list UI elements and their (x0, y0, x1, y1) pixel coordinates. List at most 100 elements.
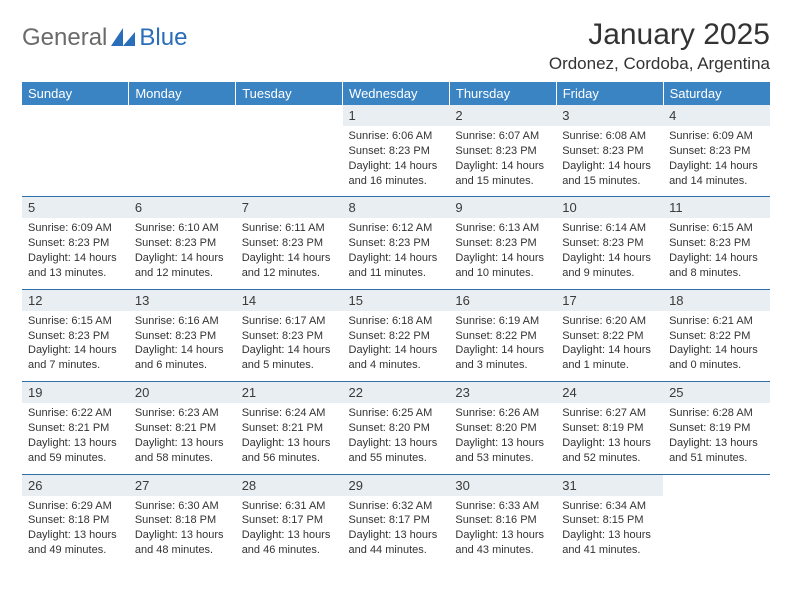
date-details-row: Sunrise: 6:09 AMSunset: 8:23 PMDaylight:… (22, 218, 770, 289)
day-details-cell: Sunrise: 6:21 AMSunset: 8:22 PMDaylight:… (663, 311, 770, 382)
day-details-cell: Sunrise: 6:13 AMSunset: 8:23 PMDaylight:… (449, 218, 556, 289)
daylight-text: Daylight: 13 hours and 56 minutes. (242, 436, 337, 466)
daylight-text: Daylight: 14 hours and 5 minutes. (242, 343, 337, 373)
sunset-text: Sunset: 8:21 PM (28, 421, 123, 436)
sunrise-text: Sunrise: 6:30 AM (135, 499, 230, 514)
daylight-text: Daylight: 13 hours and 55 minutes. (349, 436, 444, 466)
date-number-row: 12131415161718 (22, 289, 770, 311)
day-details-cell (22, 126, 129, 197)
day-details-cell: Sunrise: 6:31 AMSunset: 8:17 PMDaylight:… (236, 496, 343, 566)
day-number-cell: 28 (236, 474, 343, 496)
day-number-cell: 18 (663, 289, 770, 311)
sunrise-text: Sunrise: 6:08 AM (562, 129, 657, 144)
sunrise-text: Sunrise: 6:09 AM (28, 221, 123, 236)
daylight-text: Daylight: 13 hours and 58 minutes. (135, 436, 230, 466)
daylight-text: Daylight: 13 hours and 43 minutes. (455, 528, 550, 558)
day-number-cell: 9 (449, 197, 556, 219)
day-number-cell: 25 (663, 382, 770, 404)
day-number-cell: 6 (129, 197, 236, 219)
day-number-cell: 10 (556, 197, 663, 219)
sunset-text: Sunset: 8:21 PM (135, 421, 230, 436)
daylight-text: Daylight: 14 hours and 15 minutes. (562, 159, 657, 189)
daylight-text: Daylight: 14 hours and 9 minutes. (562, 251, 657, 281)
day-details-cell: Sunrise: 6:19 AMSunset: 8:22 PMDaylight:… (449, 311, 556, 382)
sunset-text: Sunset: 8:18 PM (28, 513, 123, 528)
sunrise-text: Sunrise: 6:11 AM (242, 221, 337, 236)
day-details-cell: Sunrise: 6:16 AMSunset: 8:23 PMDaylight:… (129, 311, 236, 382)
day-number-cell: 20 (129, 382, 236, 404)
sunset-text: Sunset: 8:19 PM (562, 421, 657, 436)
sunrise-text: Sunrise: 6:28 AM (669, 406, 764, 421)
daylight-text: Daylight: 14 hours and 1 minute. (562, 343, 657, 373)
sunrise-text: Sunrise: 6:29 AM (28, 499, 123, 514)
day-details-cell: Sunrise: 6:30 AMSunset: 8:18 PMDaylight:… (129, 496, 236, 566)
daylight-text: Daylight: 14 hours and 16 minutes. (349, 159, 444, 189)
date-details-row: Sunrise: 6:15 AMSunset: 8:23 PMDaylight:… (22, 311, 770, 382)
logo: General Blue (22, 24, 187, 52)
daylight-text: Daylight: 14 hours and 0 minutes. (669, 343, 764, 373)
daylight-text: Daylight: 13 hours and 51 minutes. (669, 436, 764, 466)
sunrise-text: Sunrise: 6:19 AM (455, 314, 550, 329)
sunset-text: Sunset: 8:20 PM (349, 421, 444, 436)
day-details-cell: Sunrise: 6:15 AMSunset: 8:23 PMDaylight:… (663, 218, 770, 289)
logo-mark-icon (111, 26, 137, 51)
sunrise-text: Sunrise: 6:12 AM (349, 221, 444, 236)
sunset-text: Sunset: 8:22 PM (349, 329, 444, 344)
day-number-cell: 31 (556, 474, 663, 496)
day-header: Sunday (22, 82, 129, 105)
day-number-cell: 2 (449, 105, 556, 126)
day-details-cell: Sunrise: 6:27 AMSunset: 8:19 PMDaylight:… (556, 403, 663, 474)
day-header: Thursday (449, 82, 556, 105)
sunrise-text: Sunrise: 6:32 AM (349, 499, 444, 514)
sunset-text: Sunset: 8:19 PM (669, 421, 764, 436)
day-number-cell: 11 (663, 197, 770, 219)
day-number-cell (663, 474, 770, 496)
day-number-cell: 30 (449, 474, 556, 496)
day-details-cell: Sunrise: 6:10 AMSunset: 8:23 PMDaylight:… (129, 218, 236, 289)
day-header: Monday (129, 82, 236, 105)
day-details-cell: Sunrise: 6:12 AMSunset: 8:23 PMDaylight:… (343, 218, 450, 289)
date-number-row: 19202122232425 (22, 382, 770, 404)
daylight-text: Daylight: 13 hours and 53 minutes. (455, 436, 550, 466)
day-details-cell: Sunrise: 6:14 AMSunset: 8:23 PMDaylight:… (556, 218, 663, 289)
sunset-text: Sunset: 8:22 PM (669, 329, 764, 344)
daylight-text: Daylight: 14 hours and 8 minutes. (669, 251, 764, 281)
date-number-row: 567891011 (22, 197, 770, 219)
day-details-cell: Sunrise: 6:11 AMSunset: 8:23 PMDaylight:… (236, 218, 343, 289)
sunset-text: Sunset: 8:23 PM (349, 236, 444, 251)
sunrise-text: Sunrise: 6:26 AM (455, 406, 550, 421)
date-details-row: Sunrise: 6:22 AMSunset: 8:21 PMDaylight:… (22, 403, 770, 474)
day-number-cell (129, 105, 236, 126)
day-number-cell: 16 (449, 289, 556, 311)
sunset-text: Sunset: 8:23 PM (455, 236, 550, 251)
daylight-text: Daylight: 13 hours and 48 minutes. (135, 528, 230, 558)
day-number-cell: 3 (556, 105, 663, 126)
day-number-cell (22, 105, 129, 126)
sunrise-text: Sunrise: 6:09 AM (669, 129, 764, 144)
day-details-cell: Sunrise: 6:32 AMSunset: 8:17 PMDaylight:… (343, 496, 450, 566)
sunset-text: Sunset: 8:17 PM (242, 513, 337, 528)
date-details-row: Sunrise: 6:06 AMSunset: 8:23 PMDaylight:… (22, 126, 770, 197)
sunset-text: Sunset: 8:16 PM (455, 513, 550, 528)
sunset-text: Sunset: 8:20 PM (455, 421, 550, 436)
day-number-cell: 13 (129, 289, 236, 311)
day-number-cell (236, 105, 343, 126)
daylight-text: Daylight: 13 hours and 41 minutes. (562, 528, 657, 558)
sunset-text: Sunset: 8:18 PM (135, 513, 230, 528)
sunrise-text: Sunrise: 6:15 AM (28, 314, 123, 329)
daylight-text: Daylight: 14 hours and 11 minutes. (349, 251, 444, 281)
day-details-cell (663, 496, 770, 566)
daylight-text: Daylight: 14 hours and 14 minutes. (669, 159, 764, 189)
daylight-text: Daylight: 14 hours and 12 minutes. (242, 251, 337, 281)
day-details-cell (236, 126, 343, 197)
day-details-cell: Sunrise: 6:15 AMSunset: 8:23 PMDaylight:… (22, 311, 129, 382)
daylight-text: Daylight: 14 hours and 3 minutes. (455, 343, 550, 373)
daylight-text: Daylight: 13 hours and 49 minutes. (28, 528, 123, 558)
day-number-cell: 14 (236, 289, 343, 311)
day-number-cell: 19 (22, 382, 129, 404)
day-number-cell: 26 (22, 474, 129, 496)
title-block: January 2025 Ordonez, Cordoba, Argentina (549, 18, 770, 74)
daylight-text: Daylight: 14 hours and 10 minutes. (455, 251, 550, 281)
day-details-cell: Sunrise: 6:09 AMSunset: 8:23 PMDaylight:… (663, 126, 770, 197)
day-number-cell: 22 (343, 382, 450, 404)
